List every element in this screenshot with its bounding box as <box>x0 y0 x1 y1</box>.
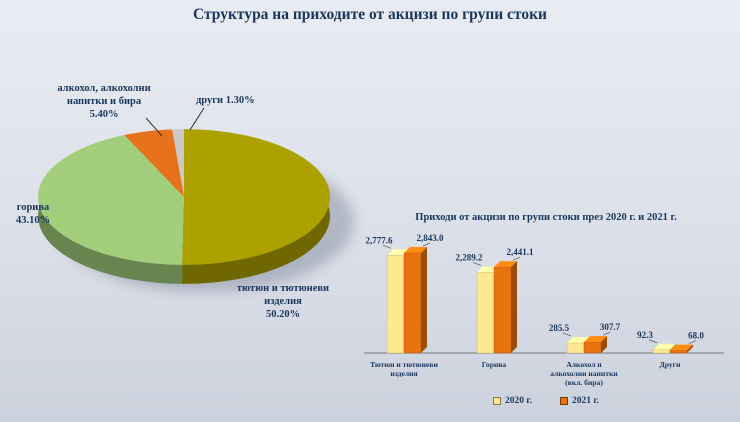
value-label: 2,289.2 <box>456 252 484 262</box>
bar-front <box>476 272 495 354</box>
pie-chart: алкохол, алкохолни напитки и бира 5.40% … <box>10 70 370 415</box>
pie-label-fuel: горива 43.10% <box>15 202 51 227</box>
value-leader-line <box>688 340 697 344</box>
pie-label-alcohol: алкохол, алкохолни напитки и бира 5.40% <box>57 83 151 121</box>
value-leader-line <box>648 339 658 344</box>
value-label: 68.0 <box>688 331 704 341</box>
bar-top <box>584 336 607 343</box>
pie-surface <box>38 129 330 265</box>
category-label: Тютюн и тютюневи изделия <box>370 360 438 378</box>
pie-label-others: други 1.30% <box>196 95 255 106</box>
value-leader-line <box>382 244 392 249</box>
bar-chart-legend: 2020 г. 2021 г. <box>358 396 734 406</box>
value-label: 285.5 <box>549 323 570 333</box>
category-label: Други <box>660 360 682 369</box>
bar-top <box>494 261 517 268</box>
legend-item-2021: 2021 г. <box>560 396 599 406</box>
bar-top <box>404 247 427 253</box>
bar-top <box>567 336 590 343</box>
value-leader-line <box>512 256 521 261</box>
bar-chart-title: Приходи от акцизи по групи стоки през 20… <box>415 212 677 223</box>
bar-front <box>669 350 688 354</box>
value-label: 2,777.6 <box>366 235 394 245</box>
value-label: 2,441.1 <box>507 247 535 257</box>
legend-swatch-2020 <box>493 397 501 405</box>
bar-side <box>421 247 427 353</box>
legend-label-2020: 2020 г. <box>505 396 532 406</box>
page-title: Структура на приходите от акцизи по груп… <box>193 6 547 23</box>
bar-top <box>670 344 693 351</box>
bar-front <box>493 266 512 354</box>
pie-leader-lines <box>145 107 205 137</box>
pie-3d <box>38 51 330 343</box>
leader-line-alcohol <box>145 117 163 137</box>
value-leader-line <box>422 242 431 247</box>
legend-label-2021: 2021 г. <box>572 396 599 406</box>
bar-side <box>687 344 693 353</box>
bar-top <box>653 343 676 350</box>
bar-front <box>403 252 422 354</box>
bar-front <box>386 255 405 354</box>
value-label: 307.7 <box>600 322 621 332</box>
value-label: 92.3 <box>637 330 653 340</box>
value-leader-line <box>562 332 572 337</box>
value-leader-line <box>602 331 611 336</box>
bar-chart-plot: 2,777.6 2,843.0 Тютюн и тютюневи изделия 2,2… <box>364 233 724 387</box>
value-leader-line <box>472 262 482 266</box>
bar-front <box>566 342 585 354</box>
bar-side <box>601 336 607 353</box>
legend-item-2020: 2020 г. <box>493 396 532 406</box>
pie-label-tobacco: тютюн и тютюневи изделия 50.20% <box>236 283 330 321</box>
bar-chart: Приходи от акцизи по групи стоки през 20… <box>358 212 734 418</box>
value-label: 2,843.0 <box>417 233 445 243</box>
leader-line-others <box>189 107 205 131</box>
category-label: Алкохол и алкохолни напитки (вкл. бира) <box>550 360 618 387</box>
bar-side <box>511 261 517 353</box>
bar-front <box>583 341 602 354</box>
legend-swatch-2021 <box>560 397 568 405</box>
category-label: Горива <box>482 360 507 369</box>
bar-front <box>652 349 671 354</box>
